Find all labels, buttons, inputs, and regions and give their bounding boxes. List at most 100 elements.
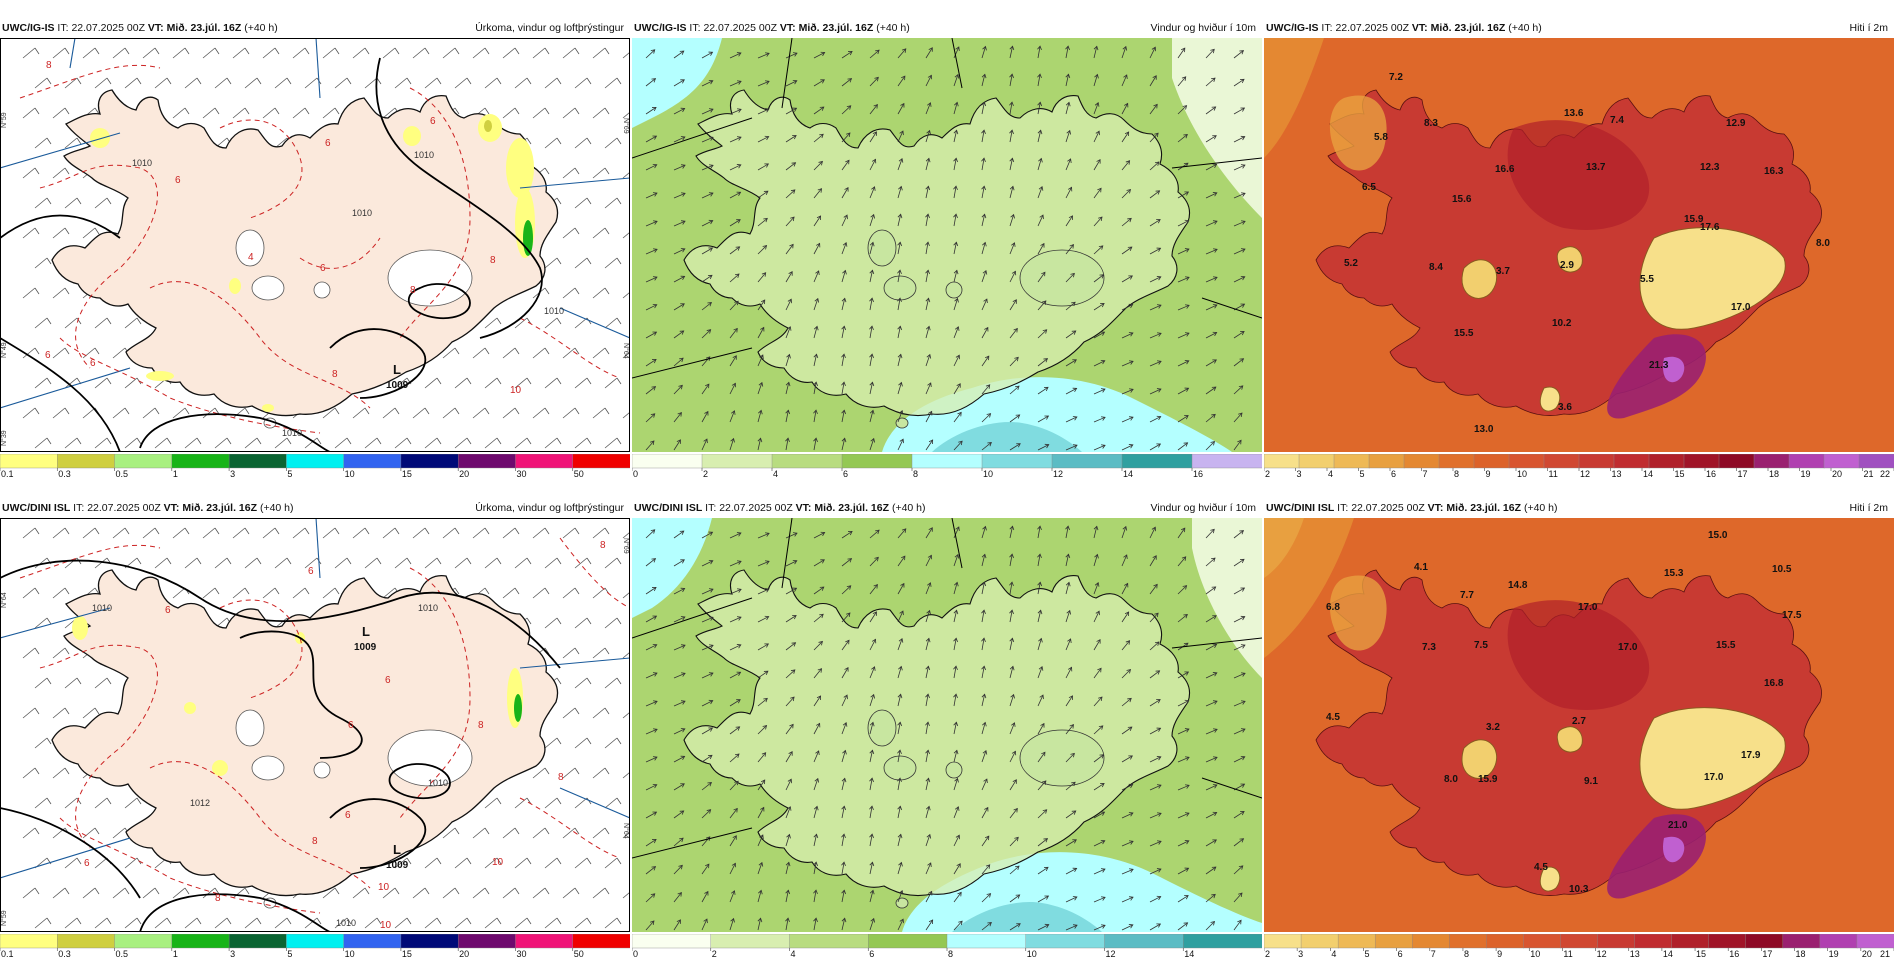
wind-map-svg	[632, 38, 1262, 452]
legend-swatch	[789, 934, 869, 949]
init-time: 22.07.2025 00Z	[71, 22, 145, 34]
legend-tick: 8	[1464, 949, 1469, 958]
legend-tick: 6	[1398, 949, 1403, 958]
legend-tick: 15	[1696, 949, 1706, 958]
legend-swatch	[701, 454, 773, 469]
isobar-label: 1010	[352, 208, 372, 218]
legend-colorbar: 2 3 4 5 6 7 8 9 10 11 12 13 14 15 16 17 18 19 20 21 22	[1264, 454, 1894, 478]
grid-label: N°69	[622, 118, 630, 134]
init-time: 22.07.2025 00Z	[87, 502, 161, 514]
legend-swatch	[114, 454, 173, 469]
panel-header: UWC/DINI ISL IT: 22.07.2025 00Z VT: Mið.…	[1266, 502, 1888, 514]
temperature-isotherms	[19, 537, 630, 914]
isotherm-label: 8	[490, 255, 496, 266]
temp-map-svg: 7.2 5.8 8.3 13.6 7.4 12.9 6.5 16.6 13.7 12.3 16.3 1…	[1264, 38, 1894, 452]
legend-tick: 15	[402, 469, 412, 478]
temperature-value: 17.0	[1618, 642, 1638, 653]
temperature-isotherms	[19, 64, 621, 434]
temperature-value: 5.5	[1640, 274, 1654, 285]
panel-header: UWC/DINI ISL IT: 22.07.2025 00Z VT: Mið.…	[634, 502, 1256, 514]
legend-tick: 13	[1630, 949, 1640, 958]
wind-legend: 0 2 4 6 8 10 12 14 16	[632, 454, 1262, 478]
isotherm-label: 6	[90, 358, 96, 369]
legend-tick: 14	[1643, 469, 1653, 478]
precip-legend: 0.1 0.3 0.5 1 3 5 10 15 20 30 50	[0, 934, 630, 958]
legend-tick: 16	[1729, 949, 1739, 958]
temperature-value: 8.0	[1816, 238, 1830, 249]
temperature-value: 17.0	[1578, 602, 1598, 613]
legend-swatch	[114, 934, 173, 949]
legend-tick: 4	[1331, 949, 1336, 958]
legend-tick: 0.5	[116, 949, 129, 958]
legend-swatch	[1403, 454, 1440, 469]
cyan-sea-area	[632, 38, 722, 128]
legend-tick: 10	[1027, 949, 1037, 958]
wind-arrows	[645, 45, 1246, 451]
legend-tick: 13	[1612, 469, 1622, 478]
temperature-value: 17.5	[1782, 610, 1802, 621]
temperature-value: 2.7	[1572, 716, 1586, 727]
legend-swatch	[400, 454, 459, 469]
wind-legend: 0 2 4 6 8 10 12 14	[632, 934, 1262, 958]
legend-tick: 20	[459, 469, 469, 478]
temperature-value: 13.7	[1586, 162, 1606, 173]
legend-swatch	[1718, 454, 1755, 469]
legend-swatch	[572, 454, 630, 469]
legend-colorbar: 0.1 0.3 0.5 1 3 5 10 15 20 30 50	[0, 454, 630, 478]
legend-swatch	[343, 454, 402, 469]
legend-tick: 0.3	[58, 469, 71, 478]
isotherm-label: 6	[345, 810, 351, 821]
grid-label: N°64	[622, 823, 630, 839]
legend-swatch	[457, 934, 517, 949]
legend-tick: 12	[1597, 949, 1607, 958]
temperature-value: 4.5	[1326, 712, 1340, 723]
legend-tick: 10	[345, 469, 355, 478]
temperature-zones	[1329, 95, 1786, 419]
precip-map-svg: 1010 1010 1010 1010 1010 L 1009 8 6 6 4 …	[0, 38, 630, 452]
panel-title: Hiti í 2m	[1849, 22, 1888, 34]
legend-swatch	[1823, 454, 1860, 469]
legend-swatch	[400, 934, 459, 949]
legend-swatch	[57, 454, 116, 469]
isotherm-labels: 8 6 6 6 6 6 8 8 8 6 10 10 10 8	[84, 540, 606, 931]
lead-time: (+40 h)	[1523, 502, 1558, 514]
legend-swatch	[1333, 454, 1370, 469]
wind-arrows	[645, 525, 1246, 931]
panel-title: Hiti í 2m	[1849, 502, 1888, 514]
legend-tick: 50	[574, 949, 584, 958]
legend-tick: 0.3	[58, 949, 71, 958]
temperature-value: 13.6	[1564, 108, 1584, 119]
legend-tick: 3	[1297, 469, 1302, 478]
legend-tick: 10	[983, 469, 993, 478]
temperature-value: 15.9	[1684, 214, 1704, 225]
temperature-value: 8.0	[1444, 774, 1458, 785]
legend-tick: 22	[1880, 469, 1890, 478]
legend-swatch	[1025, 934, 1106, 949]
legend-swatch	[911, 454, 983, 469]
low-pressure-letter: L	[393, 362, 401, 377]
legend-colorbar: 0.1 0.3 0.5 1 3 5 10 15 20 30 50	[0, 934, 630, 958]
legend-swatch	[57, 934, 116, 949]
wind-map	[632, 518, 1262, 932]
legend-swatch	[1578, 454, 1615, 469]
iceland-landmass	[683, 569, 1191, 897]
legend-swatch	[0, 454, 58, 469]
temp-map-svg: 15.0 10.5 4.1 15.3 7.7 14.8 6.8 17.0 17.5 7.3 7.5 1…	[1264, 518, 1894, 932]
legend-tick: 14	[1123, 469, 1133, 478]
panel-header: UWC/DINI ISL IT: 22.07.2025 00Z VT: Mið.…	[2, 502, 624, 514]
legend-tick: 0.1	[1, 469, 14, 478]
legend-swatch	[1683, 454, 1720, 469]
legend-tick: 2	[712, 949, 717, 958]
legend-swatch	[841, 454, 913, 469]
legend-swatch	[457, 454, 517, 469]
light-wind-area	[1172, 38, 1262, 218]
legend-tick: 8	[913, 469, 918, 478]
isotherm-label: 10	[492, 857, 504, 868]
legend-tick: 30	[516, 469, 526, 478]
isotherm-label: 6	[320, 263, 326, 274]
isotherm-label: 6	[430, 116, 436, 127]
isotherm-label: 6	[175, 175, 181, 186]
legend-swatch	[171, 934, 230, 949]
model-name: UWC/IG-IS	[2, 22, 55, 34]
temperature-value: 15.3	[1664, 568, 1684, 579]
